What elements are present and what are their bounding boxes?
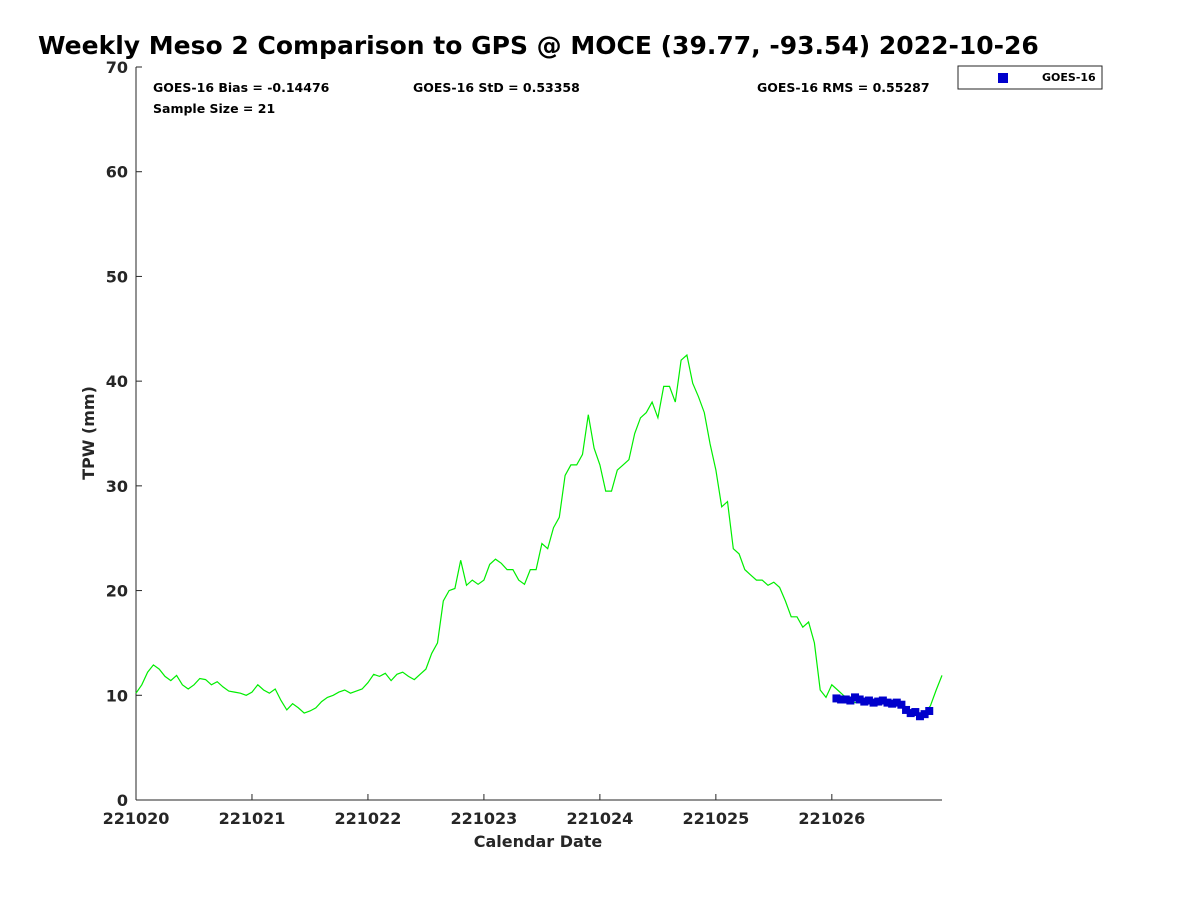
goes16-point bbox=[892, 698, 901, 707]
chart-title: Weekly Meso 2 Comparison to GPS @ MOCE (… bbox=[38, 31, 1039, 60]
goes16-point bbox=[874, 697, 883, 706]
legend-marker-goes16 bbox=[998, 73, 1008, 83]
stat-sample-size: Sample Size = 21 bbox=[153, 101, 275, 116]
goes16-point bbox=[897, 700, 906, 709]
x-axis-label: Calendar Date bbox=[474, 832, 603, 851]
x-ticks: 221020 221021 221022 221023 221024 221025 2210… bbox=[103, 794, 865, 828]
legend: GOES-16 bbox=[957, 65, 1103, 90]
y-tick-label: 0 bbox=[117, 791, 128, 810]
series-points-goes16 bbox=[832, 693, 934, 721]
x-tick-label: 221020 bbox=[103, 809, 170, 828]
goes16-point bbox=[911, 708, 920, 717]
y-tick-label: 30 bbox=[106, 477, 128, 496]
y-tick-label: 50 bbox=[106, 267, 128, 286]
x-tick-label: 221024 bbox=[566, 809, 633, 828]
plot-area bbox=[135, 67, 942, 801]
goes16-point bbox=[878, 696, 887, 705]
legend-label-goes16: GOES-16 bbox=[1042, 71, 1096, 84]
stat-bias: GOES-16 Bias = -0.14476 bbox=[153, 80, 330, 95]
x-tick-label: 221021 bbox=[219, 809, 286, 828]
goes16-point bbox=[888, 699, 897, 708]
y-tick-label: 40 bbox=[106, 372, 128, 391]
stat-rms: GOES-16 RMS = 0.55287 bbox=[757, 80, 930, 95]
y-tick-label: 10 bbox=[106, 686, 128, 705]
goes16-point bbox=[915, 712, 924, 721]
goes16-point bbox=[906, 709, 915, 718]
goes16-point bbox=[855, 695, 864, 704]
goes16-point bbox=[902, 705, 911, 714]
stat-std: GOES-16 StD = 0.53358 bbox=[413, 80, 580, 95]
goes16-point bbox=[869, 698, 878, 707]
legend-box bbox=[957, 65, 1103, 90]
x-tick-label: 221022 bbox=[335, 809, 402, 828]
goes16-point bbox=[851, 693, 860, 702]
goes16-point bbox=[832, 694, 841, 703]
goes16-point bbox=[920, 710, 929, 719]
series-line-gps bbox=[135, 353, 943, 717]
y-axis-label: TPW (mm) bbox=[79, 386, 98, 480]
goes16-point bbox=[860, 697, 869, 706]
y-tick-label: 20 bbox=[106, 582, 128, 601]
x-tick-label: 221025 bbox=[682, 809, 749, 828]
goes16-point bbox=[925, 706, 934, 715]
goes16-point bbox=[841, 695, 850, 704]
y-tick-label: 60 bbox=[106, 163, 128, 182]
goes16-point bbox=[883, 698, 892, 707]
goes16-point bbox=[864, 696, 873, 705]
goes16-point bbox=[846, 696, 855, 705]
goes16-point bbox=[837, 695, 846, 704]
x-tick-label: 221023 bbox=[451, 809, 518, 828]
y-tick-label: 70 bbox=[106, 58, 128, 77]
x-tick-label: 221026 bbox=[798, 809, 865, 828]
y-ticks: 0 10 20 30 40 50 60 70 bbox=[106, 58, 142, 810]
